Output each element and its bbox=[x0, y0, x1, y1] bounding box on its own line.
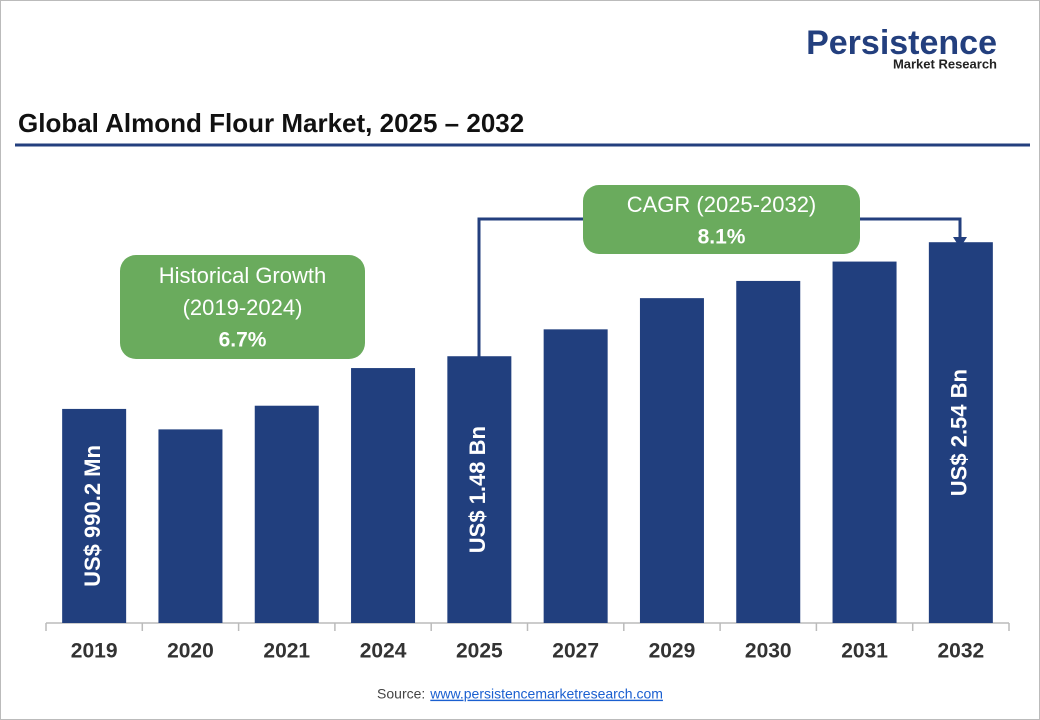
bar bbox=[62, 408, 127, 623]
value-label: US$ 990.2 Mn bbox=[80, 445, 105, 587]
x-tick-label: 2031 bbox=[841, 640, 888, 663]
annotation-text: CAGR (2025-2032) bbox=[627, 192, 817, 217]
brand-sub: Market Research bbox=[893, 56, 997, 71]
bar bbox=[736, 280, 801, 623]
annotation-box bbox=[120, 255, 365, 359]
bar bbox=[928, 242, 993, 623]
x-tick-label: 2030 bbox=[745, 640, 792, 663]
annotation-text: 8.1% bbox=[698, 226, 746, 249]
source-label: Source: bbox=[377, 686, 425, 702]
x-tick-label: 2019 bbox=[71, 640, 118, 663]
bar bbox=[158, 429, 223, 623]
bar bbox=[254, 405, 319, 623]
brand-name: Persistence bbox=[806, 24, 997, 62]
bar bbox=[351, 368, 416, 623]
bar bbox=[832, 261, 897, 623]
x-tick-label: 2032 bbox=[937, 640, 984, 663]
x-tick-label: 2029 bbox=[649, 640, 696, 663]
bar bbox=[447, 356, 512, 623]
chart-title: Global Almond Flour Market, 2025 – 2032 bbox=[18, 108, 524, 138]
annotation-text: 6.7% bbox=[219, 329, 267, 352]
x-tick-label: 2024 bbox=[360, 640, 407, 663]
x-tick-label: 2027 bbox=[552, 640, 599, 663]
value-label: US$ 2.54 Bn bbox=[947, 369, 972, 496]
value-label: US$ 1.48 Bn bbox=[465, 426, 490, 553]
bar bbox=[639, 298, 704, 623]
x-tick-label: 2025 bbox=[456, 640, 503, 663]
annotation-box bbox=[583, 185, 860, 254]
x-tick-label: 2021 bbox=[263, 640, 310, 663]
annotation-text: Historical Growth bbox=[159, 263, 326, 288]
x-tick-label: 2020 bbox=[167, 640, 214, 663]
bar bbox=[543, 329, 608, 623]
annotation-text: (2019-2024) bbox=[183, 295, 303, 320]
source-link[interactable]: www.persistencemarketresearch.com bbox=[429, 686, 663, 702]
